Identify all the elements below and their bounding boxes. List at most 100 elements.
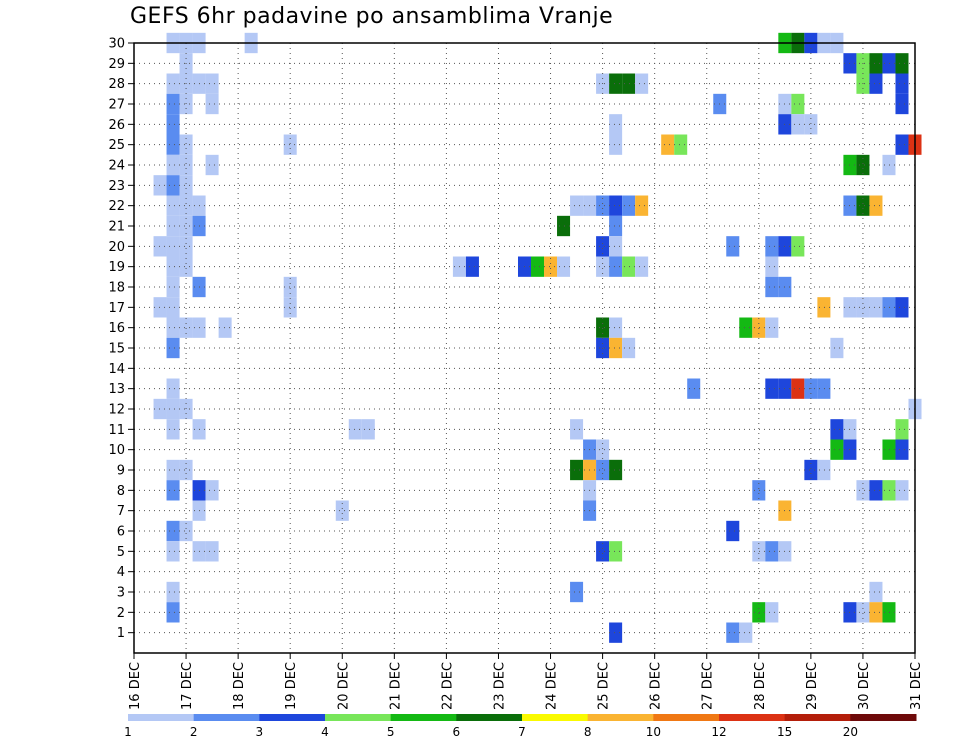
heatmap-cell [622, 73, 636, 94]
y-tick-label: 10 [108, 443, 125, 458]
heatmap-cell [609, 541, 623, 562]
heatmap-cell [895, 439, 909, 460]
heatmap-cell [765, 602, 779, 623]
y-tick-label: 13 [108, 382, 125, 397]
heatmap-cell [765, 276, 779, 298]
heatmap-cell [869, 53, 883, 74]
legend-swatch [193, 714, 260, 721]
heatmap-cell [166, 175, 180, 196]
heatmap-cell [609, 73, 623, 94]
heatmap-cell [179, 520, 193, 542]
grid-lines [134, 42, 915, 653]
heatmap-cell [166, 581, 180, 603]
y-tick-label: 8 [117, 484, 125, 499]
heatmap-cell [205, 480, 219, 501]
heatmap-cell [570, 459, 584, 481]
heatmap-cell [895, 134, 909, 155]
heatmap-cell [283, 297, 297, 318]
heatmap-cell [804, 459, 818, 481]
heatmap-cell [205, 541, 219, 562]
x-tick-label: 20 DEC [336, 662, 351, 710]
heatmap-cell [166, 195, 180, 216]
y-tick-label: 27 [108, 98, 125, 113]
heatmap-cell [205, 73, 219, 94]
y-tick-label: 30 [108, 37, 125, 52]
y-tick-label: 4 [117, 565, 125, 580]
heatmap-cell [166, 520, 180, 542]
heatmap-cell [804, 114, 818, 135]
x-tick-label: 24 DEC [545, 662, 560, 710]
y-axis: 1234567891011121314151617181920212223242… [108, 37, 134, 641]
x-tick-label: 27 DEC [701, 662, 716, 710]
heatmap-cell [882, 602, 896, 623]
heatmap-cell [791, 236, 805, 257]
y-tick-label: 28 [108, 77, 125, 92]
heatmap-cell [830, 439, 844, 460]
y-tick-label: 15 [108, 342, 125, 357]
y-tick-label: 12 [108, 403, 125, 418]
x-tick-label: 16 DEC [128, 662, 143, 710]
legend-swatch [456, 714, 523, 721]
heatmap-cell [205, 93, 219, 115]
heatmap-cell [856, 480, 870, 501]
heatmap-cell [635, 195, 649, 216]
heatmap-cell [856, 154, 870, 176]
heatmap-cell [752, 602, 766, 623]
heatmap-cell [609, 236, 623, 257]
y-tick-label: 6 [117, 525, 125, 540]
heatmap-cell [596, 317, 610, 338]
heatmap-cell [179, 459, 193, 481]
legend-label: 5 [387, 725, 395, 739]
x-tick-label: 19 DEC [284, 662, 299, 710]
heatmap-cell [283, 134, 297, 155]
y-tick-label: 26 [108, 118, 125, 133]
heatmap-cell [153, 297, 167, 318]
heatmap-cell [752, 541, 766, 562]
heatmap-cell [361, 419, 375, 440]
heatmap-cell [817, 459, 831, 481]
y-tick-label: 19 [108, 260, 125, 275]
y-tick-label: 2 [117, 606, 125, 621]
heatmap-cell [791, 93, 805, 115]
heatmap-cell [856, 602, 870, 623]
heatmap-cell [166, 236, 180, 257]
heatmap-cell [596, 541, 610, 562]
legend-label: 8 [584, 725, 592, 739]
heatmap-cell [726, 520, 740, 542]
heatmap-cell [179, 256, 193, 277]
heatmap-cell [609, 134, 623, 155]
heatmap-cell [166, 276, 180, 298]
heatmap-cell [882, 297, 896, 318]
heatmap-cell [166, 419, 180, 440]
heatmap-cell [882, 154, 896, 176]
x-tick-label: 22 DEC [440, 662, 455, 710]
heatmap-cell [218, 317, 232, 338]
legend-label: 10 [646, 725, 661, 739]
x-axis: 16 DEC 17 DEC 18 DEC 19 DEC 20 DEC 21 DEC 22 D… [128, 653, 924, 710]
heatmap-cell [166, 114, 180, 135]
heatmap-cell [570, 195, 584, 216]
heatmap-cell [596, 459, 610, 481]
heatmap-cell [596, 195, 610, 216]
y-tick-label: 22 [108, 199, 125, 214]
heatmap-cell [791, 378, 805, 399]
legend-swatch [390, 714, 457, 721]
heatmap-cell [895, 73, 909, 94]
y-tick-label: 23 [108, 179, 125, 194]
heatmap-cell [895, 93, 909, 115]
y-tick-label: 1 [117, 626, 125, 641]
heatmap-cell [869, 480, 883, 501]
heatmap-cell [687, 378, 701, 399]
heatmap-cell [166, 297, 180, 318]
heatmap-cell [856, 297, 870, 318]
heatmap-cell [739, 317, 753, 338]
heatmap-cell [166, 256, 180, 277]
heatmap-cell [166, 541, 180, 562]
x-tick-label: 26 DEC [649, 662, 664, 710]
heatmap-cell [765, 378, 779, 399]
heatmap-cell [752, 317, 766, 338]
legend-label: 1 [124, 725, 132, 739]
heatmap-cell [153, 398, 167, 420]
y-tick-label: 29 [108, 57, 125, 72]
heatmap-cell [153, 175, 167, 196]
